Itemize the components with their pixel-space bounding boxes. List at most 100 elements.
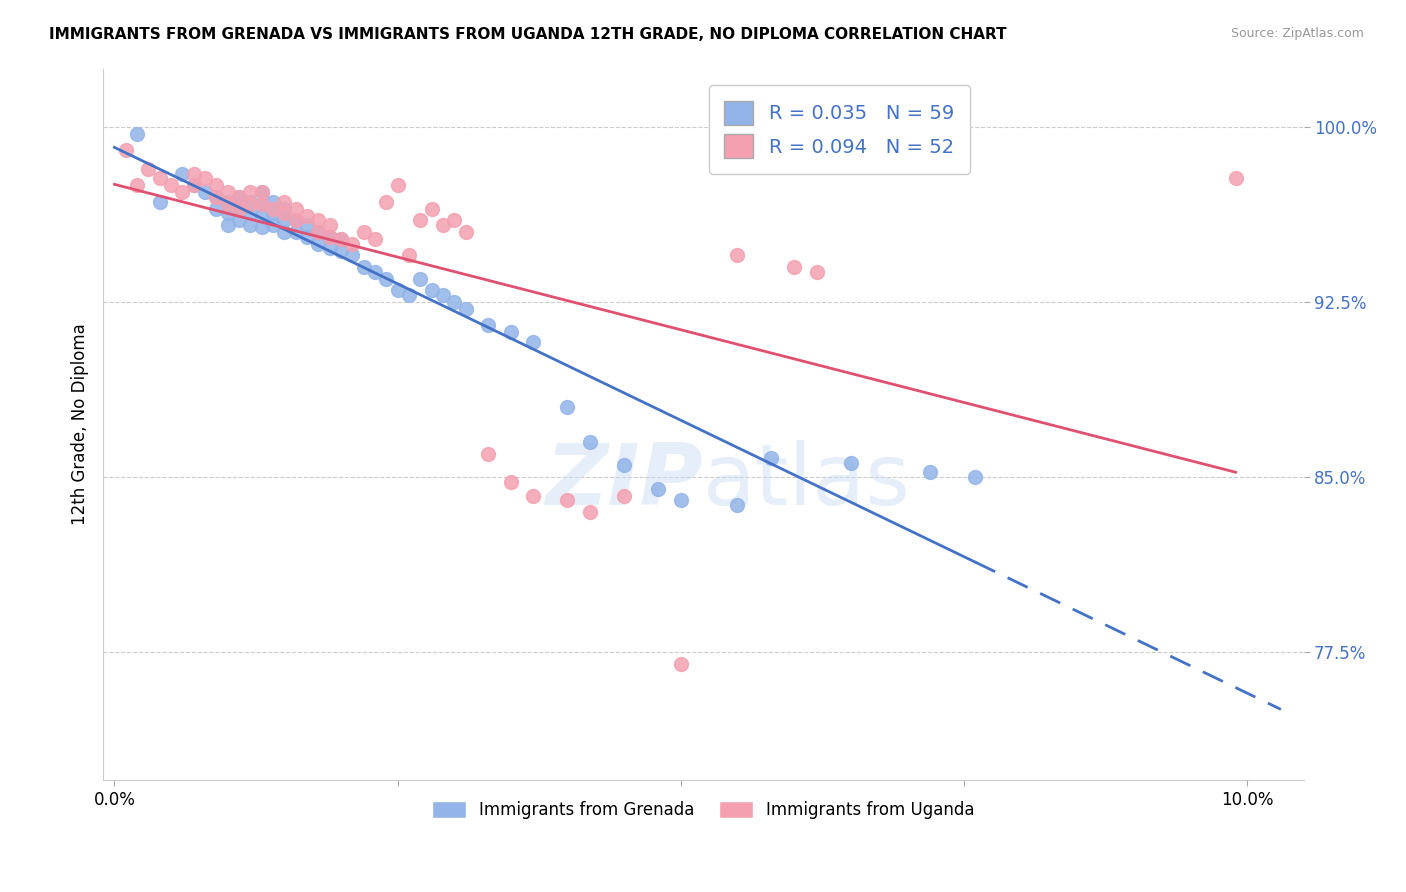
Point <box>1225 171 1247 186</box>
Point <box>839 456 862 470</box>
Point <box>329 232 352 246</box>
Point <box>783 260 806 274</box>
Point <box>284 225 307 239</box>
Point <box>239 194 262 209</box>
Point <box>725 498 748 512</box>
Point <box>138 161 160 176</box>
Point <box>295 229 318 244</box>
Point <box>387 178 409 193</box>
Point <box>375 271 398 285</box>
Point <box>420 202 443 216</box>
Point <box>217 197 239 211</box>
Point <box>295 209 318 223</box>
Point <box>217 206 239 220</box>
Legend: Immigrants from Grenada, Immigrants from Uganda: Immigrants from Grenada, Immigrants from… <box>426 794 981 825</box>
Point <box>239 206 262 220</box>
Point <box>307 225 329 239</box>
Point <box>239 197 262 211</box>
Point <box>194 171 217 186</box>
Point <box>295 218 318 232</box>
Text: ZIP: ZIP <box>546 440 703 523</box>
Point <box>273 225 295 239</box>
Point <box>284 213 307 227</box>
Point <box>205 190 228 204</box>
Point <box>409 271 432 285</box>
Point <box>579 505 602 519</box>
Point <box>194 185 217 199</box>
Point <box>409 213 432 227</box>
Point <box>183 167 205 181</box>
Point <box>250 197 273 211</box>
Point <box>443 213 465 227</box>
Point <box>284 202 307 216</box>
Point <box>329 244 352 258</box>
Point <box>353 260 375 274</box>
Point <box>262 194 284 209</box>
Point <box>149 194 172 209</box>
Point <box>364 232 387 246</box>
Point <box>262 206 284 220</box>
Point <box>284 213 307 227</box>
Point <box>127 178 149 193</box>
Point <box>557 400 579 414</box>
Point <box>172 185 194 199</box>
Point <box>307 236 329 251</box>
Point <box>613 458 636 473</box>
Point <box>217 194 239 209</box>
Point <box>432 288 454 302</box>
Point <box>217 218 239 232</box>
Point <box>114 143 136 157</box>
Point <box>307 213 329 227</box>
Point <box>250 220 273 235</box>
Point <box>342 248 364 262</box>
Point <box>454 301 477 316</box>
Point <box>183 178 205 193</box>
Point <box>205 190 228 204</box>
Point <box>160 178 183 193</box>
Point <box>761 451 783 466</box>
Point <box>273 206 295 220</box>
Point <box>669 657 692 671</box>
Point <box>477 318 499 333</box>
Point <box>307 225 329 239</box>
Point <box>228 190 250 204</box>
Point <box>318 229 340 244</box>
Point <box>239 218 262 232</box>
Point <box>205 202 228 216</box>
Point <box>557 493 579 508</box>
Point <box>398 248 420 262</box>
Point <box>318 218 340 232</box>
Point <box>250 185 273 199</box>
Y-axis label: 12th Grade, No Diploma: 12th Grade, No Diploma <box>72 324 89 525</box>
Point <box>443 294 465 309</box>
Point <box>342 236 364 251</box>
Point <box>477 446 499 460</box>
Point <box>499 475 522 489</box>
Point <box>454 225 477 239</box>
Point <box>250 185 273 199</box>
Point <box>273 202 295 216</box>
Point <box>318 229 340 244</box>
Point <box>329 232 352 246</box>
Point <box>420 283 443 297</box>
Point <box>239 185 262 199</box>
Point <box>183 178 205 193</box>
Point <box>217 185 239 199</box>
Point <box>149 171 172 186</box>
Point <box>228 202 250 216</box>
Point <box>522 489 544 503</box>
Point <box>250 209 273 223</box>
Point <box>228 202 250 216</box>
Point <box>262 202 284 216</box>
Point <box>262 218 284 232</box>
Point <box>364 264 387 278</box>
Point <box>353 225 375 239</box>
Point <box>669 493 692 508</box>
Point <box>965 470 987 484</box>
Point <box>273 213 295 227</box>
Point <box>250 197 273 211</box>
Point <box>432 218 454 232</box>
Point <box>613 489 636 503</box>
Point <box>806 264 828 278</box>
Point <box>387 283 409 297</box>
